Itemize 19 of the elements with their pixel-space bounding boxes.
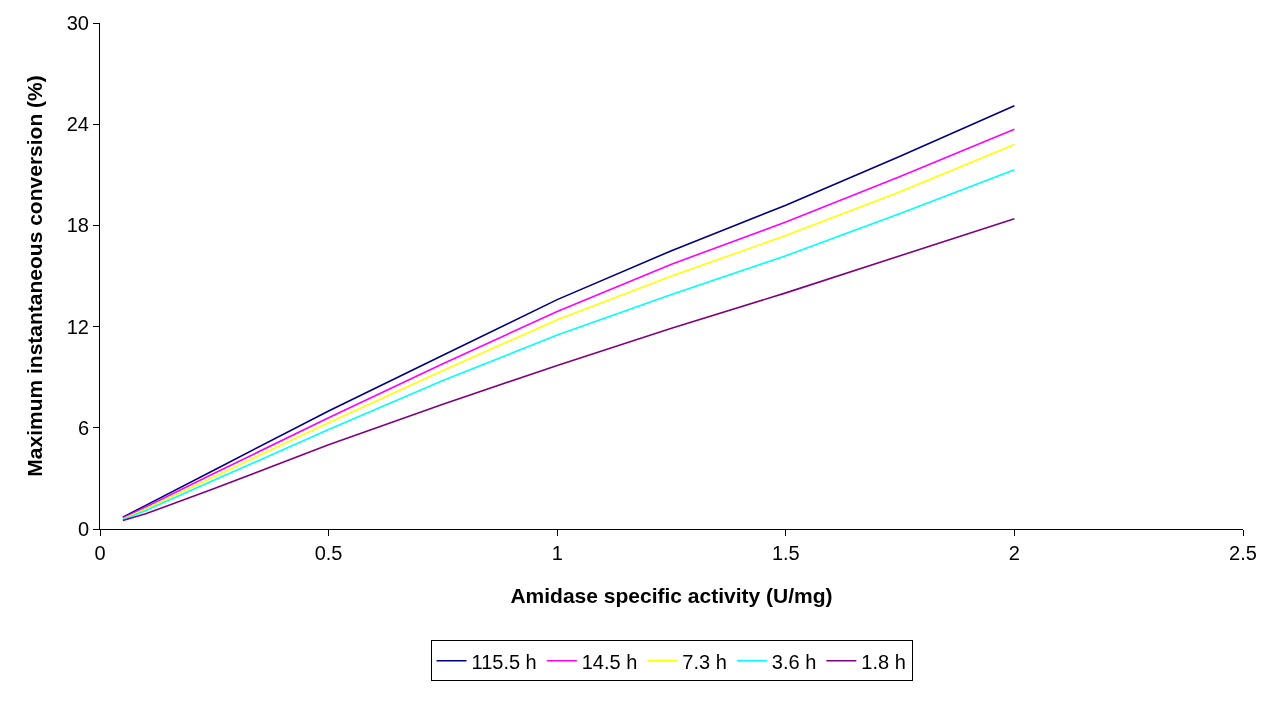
legend-label: 115.5 h: [471, 650, 537, 673]
y-tick-label: 30: [66, 12, 89, 34]
x-tick-label: 1.5: [771, 542, 800, 564]
y-axis-title: Maximum instantaneous conversion (%): [22, 75, 46, 477]
legend-label: 3.6 h: [771, 650, 817, 673]
x-tick-label: 0.5: [314, 542, 343, 564]
y-tick-label: 0: [77, 518, 89, 540]
x-axis-title: Amidase specific activity (U/mg): [510, 584, 833, 608]
y-tick-label: 18: [66, 214, 89, 237]
legend-label: 14.5 h: [581, 650, 638, 673]
legend-label: 1.8 h: [861, 650, 906, 673]
y-tick-label: 6: [77, 416, 89, 439]
x-tick-label: 1: [551, 542, 563, 564]
x-tick-label: 0: [94, 542, 106, 564]
legend-label: 7.3 h: [682, 650, 727, 673]
x-tick-label: 2: [1008, 542, 1020, 564]
x-tick-label: 2.5: [1229, 542, 1257, 564]
y-tick-label: 12: [66, 315, 89, 338]
y-tick-label: 24: [66, 113, 89, 136]
